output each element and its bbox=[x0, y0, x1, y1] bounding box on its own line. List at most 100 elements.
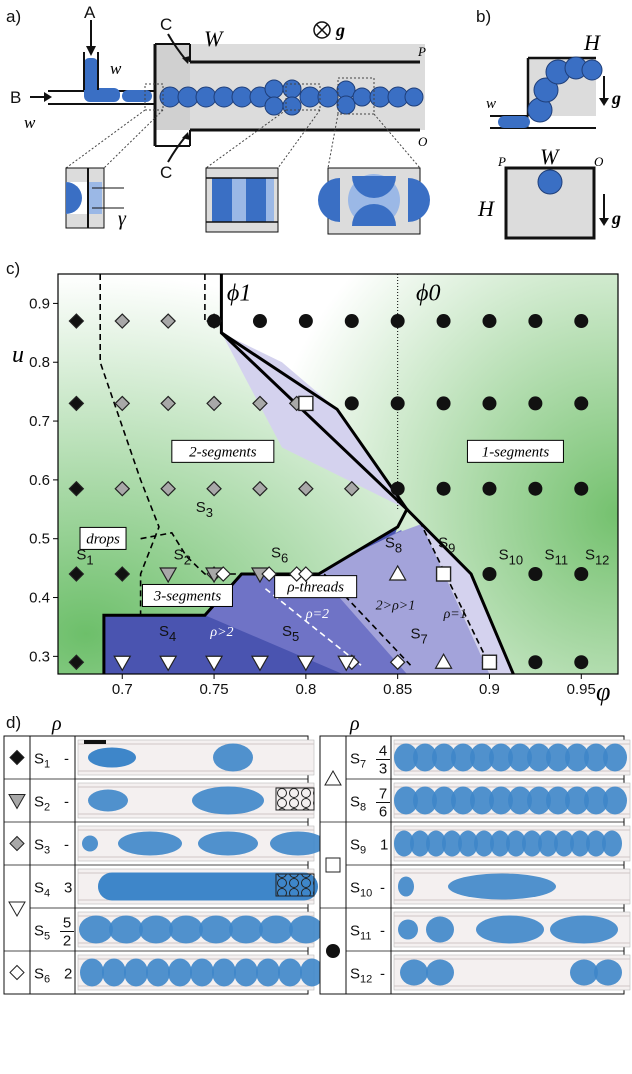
marker-circle-black bbox=[482, 314, 497, 329]
marker-diamond-gray bbox=[298, 480, 314, 497]
state-label: S7 bbox=[411, 626, 428, 647]
state-label: S5 bbox=[282, 623, 299, 644]
drop bbox=[546, 786, 570, 815]
marker-circle-black bbox=[482, 481, 497, 496]
region-label-box bbox=[79, 526, 127, 550]
marker-diamond-gray bbox=[206, 480, 222, 497]
drop bbox=[270, 831, 326, 856]
panel-a: a) γ bbox=[6, 3, 430, 235]
marker-diamond-gray bbox=[160, 313, 177, 329]
drop bbox=[432, 743, 456, 772]
drop bbox=[146, 958, 170, 987]
legend-marker-triangle-down-gray bbox=[8, 794, 26, 810]
legend-rho-num: 5 bbox=[63, 915, 71, 932]
drop bbox=[565, 786, 589, 815]
marker-circle-black bbox=[252, 314, 267, 329]
state-label: S3 bbox=[196, 499, 213, 520]
y-tick-label: 0.5 bbox=[29, 531, 50, 548]
drop bbox=[413, 743, 437, 772]
panel-label-d: d) bbox=[6, 713, 21, 732]
boundary-threads bbox=[102, 274, 409, 674]
marker-circle-black bbox=[574, 481, 589, 496]
drop bbox=[474, 830, 494, 857]
state-label: S1 bbox=[76, 546, 93, 567]
drop bbox=[118, 831, 182, 856]
marker-diamond-gray bbox=[252, 480, 268, 497]
boundary-one-segment bbox=[220, 331, 515, 675]
width-W-label: W bbox=[204, 26, 224, 51]
drop bbox=[190, 958, 214, 987]
drop bbox=[394, 786, 418, 815]
marker-circle-black bbox=[390, 314, 405, 329]
marker-circle-black bbox=[207, 314, 222, 329]
x-tick-label: 0.9 bbox=[479, 681, 500, 698]
marker-square-open bbox=[481, 654, 498, 670]
marker-triangle-down-gray bbox=[159, 567, 178, 584]
drop bbox=[168, 958, 192, 987]
drop bbox=[602, 830, 622, 857]
legend-rho-value: 2 bbox=[64, 966, 72, 983]
marker-circle-black bbox=[574, 396, 589, 411]
width-w-top-label: w bbox=[110, 59, 122, 78]
marker-diamond-open bbox=[389, 654, 406, 671]
marker-circle-black bbox=[528, 481, 543, 496]
drop bbox=[458, 830, 478, 857]
panel-label-c: c) bbox=[6, 259, 20, 278]
boundary-rho1 bbox=[418, 520, 491, 666]
marker-circle-black bbox=[390, 481, 405, 496]
marker-diamond-black bbox=[68, 480, 85, 497]
gravity-top-label: g bbox=[611, 88, 621, 108]
bg-right-green bbox=[221, 274, 618, 674]
boundary-3seg bbox=[140, 531, 242, 575]
corner-o-label: O bbox=[418, 134, 428, 149]
drop bbox=[394, 830, 414, 857]
gamma-label: γ bbox=[118, 208, 127, 230]
drop bbox=[584, 743, 608, 772]
legend-rho-value: - bbox=[64, 794, 69, 811]
marker-diamond-gray bbox=[160, 395, 177, 412]
drop bbox=[508, 743, 532, 772]
region-annotation: ρ=1 bbox=[443, 607, 467, 622]
drop bbox=[199, 915, 233, 944]
y-tick-label: 0.3 bbox=[29, 648, 50, 665]
state-label: S6 bbox=[271, 545, 288, 566]
y-tick-label: 0.7 bbox=[29, 413, 50, 430]
marker-diamond-gray bbox=[114, 395, 131, 412]
corner-p-b-label: P bbox=[497, 154, 506, 169]
inlet-c-top-label: C bbox=[160, 15, 172, 34]
x-tick-label: 0.95 bbox=[567, 681, 596, 698]
drop bbox=[603, 743, 627, 772]
legend-rho-den: 3 bbox=[379, 761, 387, 778]
drop bbox=[398, 876, 414, 897]
drop bbox=[82, 835, 98, 852]
x-axis-label: φ bbox=[596, 677, 610, 706]
drop bbox=[289, 915, 323, 944]
drop bbox=[88, 789, 128, 812]
marker-diamond-gray bbox=[160, 480, 177, 497]
marker-diamond-black bbox=[114, 566, 131, 582]
drop bbox=[102, 958, 126, 987]
marker-triangle-down-open bbox=[159, 655, 178, 672]
marker-circle-black bbox=[344, 396, 359, 411]
state-label: S9 bbox=[438, 535, 455, 556]
panel-label-a: a) bbox=[6, 7, 21, 26]
y-tick-label: 0.6 bbox=[29, 472, 50, 489]
x-tick-label: 0.7 bbox=[112, 681, 133, 698]
legend-marker-square-open bbox=[325, 857, 341, 873]
marker-circle-black bbox=[528, 396, 543, 411]
state-label: S12 bbox=[585, 546, 609, 567]
phase-diagram: c) 0.7 0.75 0.8 0.85 0.9 0.95 0.3 0.4 0.5 0.6 0.7 0… bbox=[6, 259, 619, 706]
gravity-label: g bbox=[335, 20, 345, 40]
marker-diamond-gray bbox=[114, 480, 131, 497]
drop bbox=[570, 959, 598, 986]
region-annotation: ρ>2 bbox=[209, 625, 233, 640]
drop bbox=[451, 786, 475, 815]
drop bbox=[527, 786, 551, 815]
drop bbox=[489, 743, 513, 772]
corner-o-b-label: O bbox=[594, 154, 604, 169]
marker-circle-black bbox=[574, 655, 589, 670]
drop bbox=[432, 786, 456, 815]
hex-inset bbox=[275, 787, 315, 811]
plot-frame bbox=[57, 273, 619, 675]
drop bbox=[546, 743, 570, 772]
